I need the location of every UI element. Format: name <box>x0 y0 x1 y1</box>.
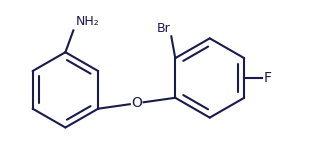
Text: NH₂: NH₂ <box>75 15 99 28</box>
Text: F: F <box>263 71 271 85</box>
Text: O: O <box>131 96 142 110</box>
Text: Br: Br <box>157 22 170 35</box>
